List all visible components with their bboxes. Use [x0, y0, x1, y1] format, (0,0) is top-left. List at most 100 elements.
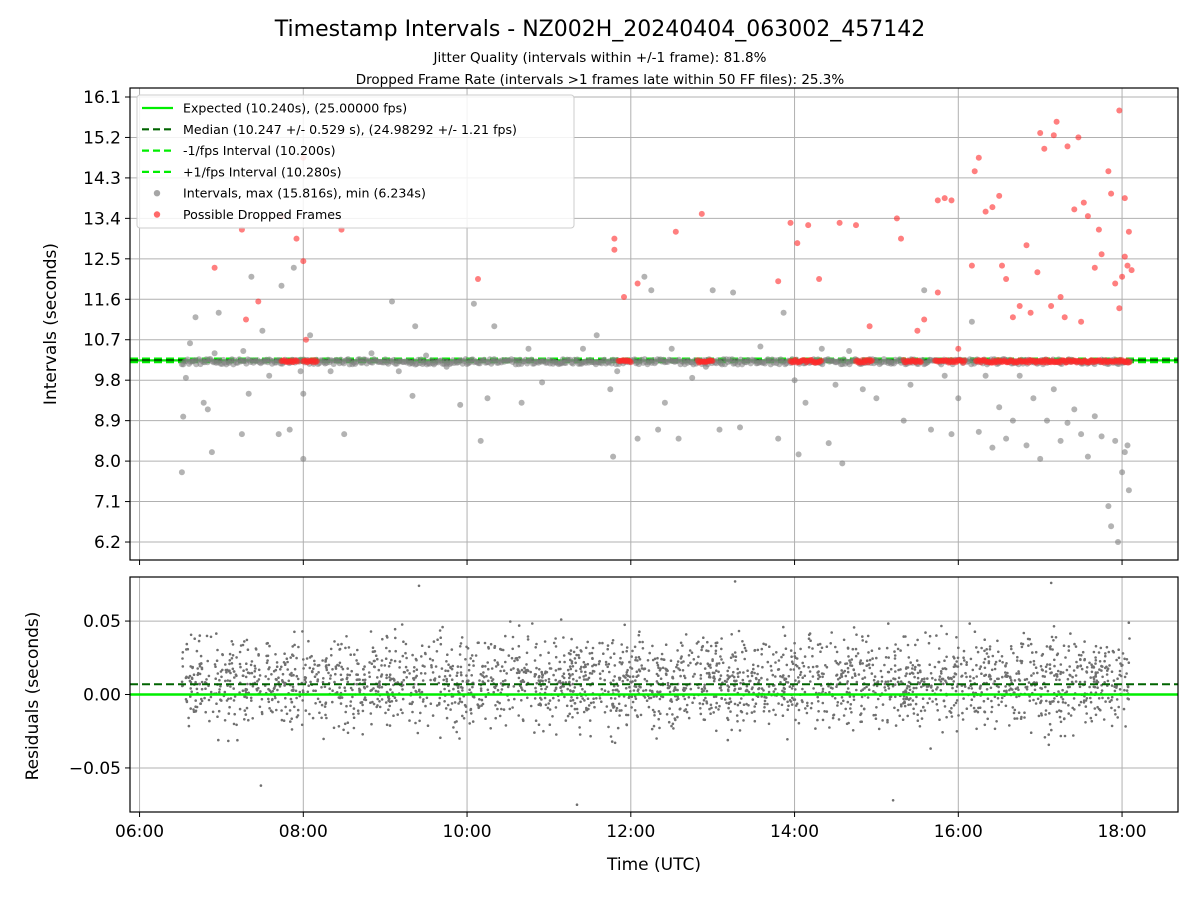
residual-point: [1034, 650, 1038, 654]
residual-point: [360, 701, 364, 704]
residual-point: [451, 664, 455, 668]
residual-point: [199, 654, 203, 658]
residual-point: [227, 712, 231, 715]
residual-point: [1012, 691, 1016, 694]
residual-point: [254, 648, 258, 651]
residual-point: [554, 655, 558, 659]
residual-point: [720, 647, 723, 651]
residual-point: [301, 699, 305, 702]
residual-point: [487, 679, 490, 683]
residual-point: [190, 690, 193, 693]
residual-point: [717, 662, 721, 665]
residual-point: [480, 698, 484, 702]
residual-point: [777, 668, 781, 671]
residual-point: [835, 650, 839, 654]
residual-point: [356, 709, 360, 712]
interval-point: [491, 323, 498, 330]
interval-point: [1030, 395, 1037, 402]
residual-point: [747, 704, 750, 707]
residual-point: [811, 675, 815, 678]
residual-point: [854, 654, 858, 658]
residual-point: [983, 723, 987, 727]
residual-point: [209, 695, 213, 699]
residual-point: [1121, 663, 1124, 667]
residual-point: [1044, 709, 1048, 712]
residual-point: [750, 687, 754, 691]
residual-point: [589, 734, 592, 738]
residual-point: [875, 684, 879, 688]
residual-point: [569, 689, 572, 693]
residual-point: [790, 687, 794, 690]
residual-point: [349, 653, 353, 656]
residual-point: [807, 637, 811, 640]
residual-point: [189, 665, 192, 668]
residual-point: [787, 704, 790, 708]
residual-point: [875, 706, 878, 709]
residual-point: [581, 697, 584, 700]
residual-point: [774, 675, 777, 678]
residual-point: [1004, 664, 1007, 667]
residual-point: [492, 690, 496, 694]
residual-point: [268, 707, 271, 710]
residual-point: [387, 665, 391, 668]
residual-point: [501, 680, 505, 683]
residual-point: [288, 673, 292, 676]
residual-point: [887, 622, 890, 625]
residual-point: [988, 645, 992, 648]
residual-point: [318, 711, 321, 715]
residual-point: [1113, 709, 1117, 712]
residual-point: [498, 714, 502, 718]
residual-point: [818, 642, 822, 646]
residual-point: [510, 656, 514, 660]
residual-point: [256, 680, 259, 683]
residual-point: [562, 685, 565, 688]
residual-point: [369, 712, 373, 715]
residual-point: [289, 697, 293, 701]
residual-point: [899, 680, 903, 683]
residual-point: [268, 689, 272, 692]
residual-point: [559, 682, 563, 685]
dropped-frame-point: [1003, 276, 1010, 282]
residual-point: [908, 672, 912, 676]
residual-point: [446, 703, 450, 707]
residual-point: [554, 669, 558, 672]
residual-point: [777, 659, 781, 662]
residual-point: [997, 703, 1000, 707]
residual-point: [729, 656, 733, 659]
residual-point: [746, 675, 750, 678]
dropped-frame-point: [914, 327, 921, 334]
residual-point: [760, 687, 764, 690]
residual-point: [575, 679, 578, 683]
residual-point: [1071, 706, 1074, 710]
residual-point: [794, 688, 797, 691]
residual-point: [1105, 673, 1109, 676]
residual-point: [235, 674, 238, 678]
residual-point: [458, 700, 462, 703]
residual-point: [863, 676, 867, 679]
residual-point: [1041, 669, 1044, 672]
residual-point: [458, 697, 462, 700]
interval-point: [259, 327, 266, 334]
residual-point: [431, 671, 435, 674]
residual-point: [393, 679, 396, 682]
residual-point: [1049, 645, 1052, 648]
residual-point: [1006, 671, 1009, 675]
residual-point: [317, 663, 321, 667]
residual-point: [718, 678, 721, 682]
residual-point: [956, 665, 960, 668]
residual-point: [801, 661, 804, 665]
residual-point: [683, 676, 687, 680]
residual-point: [840, 672, 843, 676]
residual-point: [547, 651, 550, 654]
residual-point: [631, 649, 634, 653]
residual-point: [571, 698, 575, 702]
residual-point: [899, 703, 903, 706]
residual-point: [886, 680, 890, 683]
dropped-frame-point: [475, 276, 481, 282]
residual-point: [534, 690, 538, 693]
residual-point: [1110, 684, 1114, 687]
residual-point: [194, 699, 197, 702]
residual-point: [809, 639, 812, 642]
residual-point: [198, 664, 202, 668]
residual-point: [1055, 710, 1059, 714]
